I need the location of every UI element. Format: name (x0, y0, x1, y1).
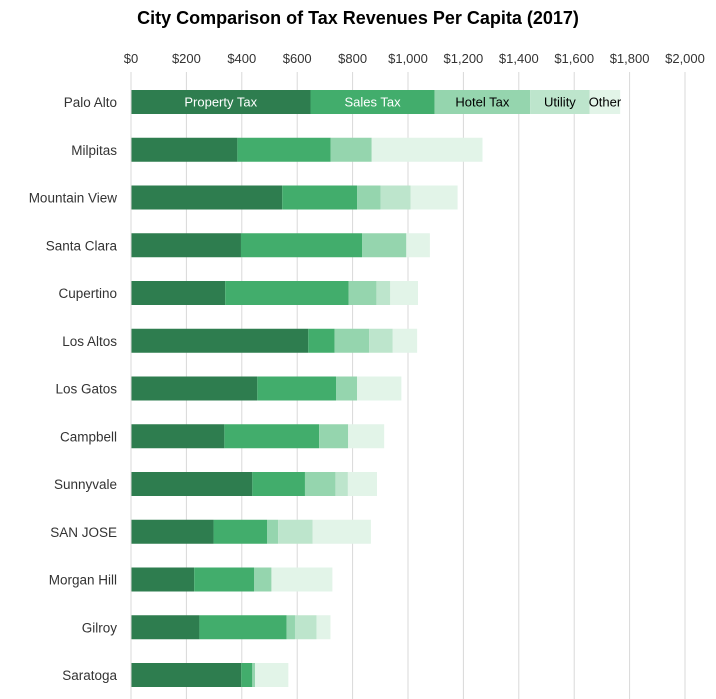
bar-9-3 (278, 519, 313, 544)
bar-12-4 (255, 663, 289, 687)
bar-1-2 (330, 137, 372, 162)
series-label-2: Hotel Tax (455, 95, 509, 110)
category-label-5: Los Altos (62, 334, 117, 349)
bar-8-2 (304, 472, 336, 496)
category-label-4: Cupertino (58, 286, 117, 301)
bar-12-0 (131, 663, 242, 687)
bar-0-1 (310, 90, 435, 114)
x-tick-label-3: $600 (283, 51, 312, 66)
bar-5-1 (308, 328, 335, 353)
bar-4-2 (348, 281, 377, 305)
category-label-7: Campbell (60, 429, 117, 444)
series-label-4: Other (589, 95, 622, 110)
bar-0-3 (530, 90, 590, 114)
bar-10-2 (254, 567, 272, 592)
bar-9-4 (312, 519, 371, 544)
category-label-1: Milpitas (71, 143, 117, 158)
bar-1-0 (131, 137, 238, 162)
bar-5-3 (369, 328, 393, 353)
bar-8-3 (335, 472, 348, 496)
bar-10-1 (194, 567, 255, 592)
bar-9-1 (213, 519, 268, 544)
bar-2-4 (410, 185, 458, 210)
bar-5-0 (131, 328, 309, 353)
category-label-3: Santa Clara (46, 238, 118, 253)
bar-9-2 (267, 519, 279, 544)
bar-6-2 (336, 376, 358, 401)
bar-2-1 (282, 185, 358, 210)
bar-8-1 (252, 472, 305, 496)
category-label-0: Palo Alto (64, 95, 117, 110)
bar-12-1 (241, 663, 253, 687)
bar-8-4 (347, 472, 377, 496)
series-label-0: Property Tax (184, 95, 257, 110)
x-tick-label-2: $400 (227, 51, 256, 66)
bar-7-1 (224, 424, 320, 449)
category-label-10: Morgan Hill (49, 573, 117, 588)
bar-7-2 (319, 424, 349, 449)
series-label-1: Sales Tax (344, 95, 401, 110)
category-label-11: Gilroy (82, 620, 118, 635)
bar-6-4 (357, 376, 402, 401)
bar-4-1 (225, 281, 349, 305)
bar-4-4 (390, 281, 418, 305)
bar-8-0 (131, 472, 253, 496)
x-tick-label-6: $1,200 (444, 51, 484, 66)
bar-9-0 (131, 519, 214, 544)
x-tick-label-8: $1,600 (554, 51, 594, 66)
bar-3-1 (240, 233, 363, 258)
bar-11-0 (131, 615, 200, 640)
bar-6-0 (131, 376, 258, 401)
x-tick-label-7: $1,400 (499, 51, 539, 66)
x-tick-label-4: $800 (338, 51, 367, 66)
bar-2-2 (357, 185, 381, 210)
category-label-9: SAN JOSE (50, 525, 117, 540)
category-label-2: Mountain View (29, 191, 118, 206)
bar-10-0 (131, 567, 195, 592)
bar-4-0 (131, 281, 226, 305)
bar-3-2 (362, 233, 407, 258)
bar-3-4 (406, 233, 430, 258)
bar-10-4 (271, 567, 333, 592)
bar-0-4 (589, 90, 621, 114)
category-label-8: Sunnyvale (54, 477, 117, 492)
bar-12-2 (252, 663, 256, 687)
bar-7-0 (131, 424, 225, 449)
bar-0-0 (131, 90, 311, 114)
bar-2-0 (131, 185, 283, 210)
bar-11-3 (294, 615, 317, 640)
bar-11-2 (286, 615, 295, 640)
bar-0-2 (434, 90, 531, 114)
x-tick-label-1: $200 (172, 51, 201, 66)
bar-3-0 (131, 233, 241, 258)
series-label-3: Utility (544, 95, 576, 110)
bar-7-4 (348, 424, 385, 449)
bar-6-1 (257, 376, 337, 401)
bar-11-1 (199, 615, 287, 640)
x-tick-label-9: $1,800 (610, 51, 650, 66)
bar-11-4 (316, 615, 331, 640)
x-tick-label-0: $0 (124, 51, 138, 66)
category-label-6: Los Gatos (55, 382, 117, 397)
x-tick-label-5: $1,000 (388, 51, 428, 66)
bar-5-2 (334, 328, 370, 353)
bar-4-3 (376, 281, 391, 305)
x-tick-label-10: $2,000 (665, 51, 705, 66)
bar-5-4 (392, 328, 418, 353)
category-label-12: Saratoga (62, 668, 117, 683)
bar-1-1 (237, 137, 331, 162)
chart-title: City Comparison of Tax Revenues Per Capi… (137, 8, 579, 28)
bar-2-3 (380, 185, 411, 210)
bar-1-4 (371, 137, 483, 162)
